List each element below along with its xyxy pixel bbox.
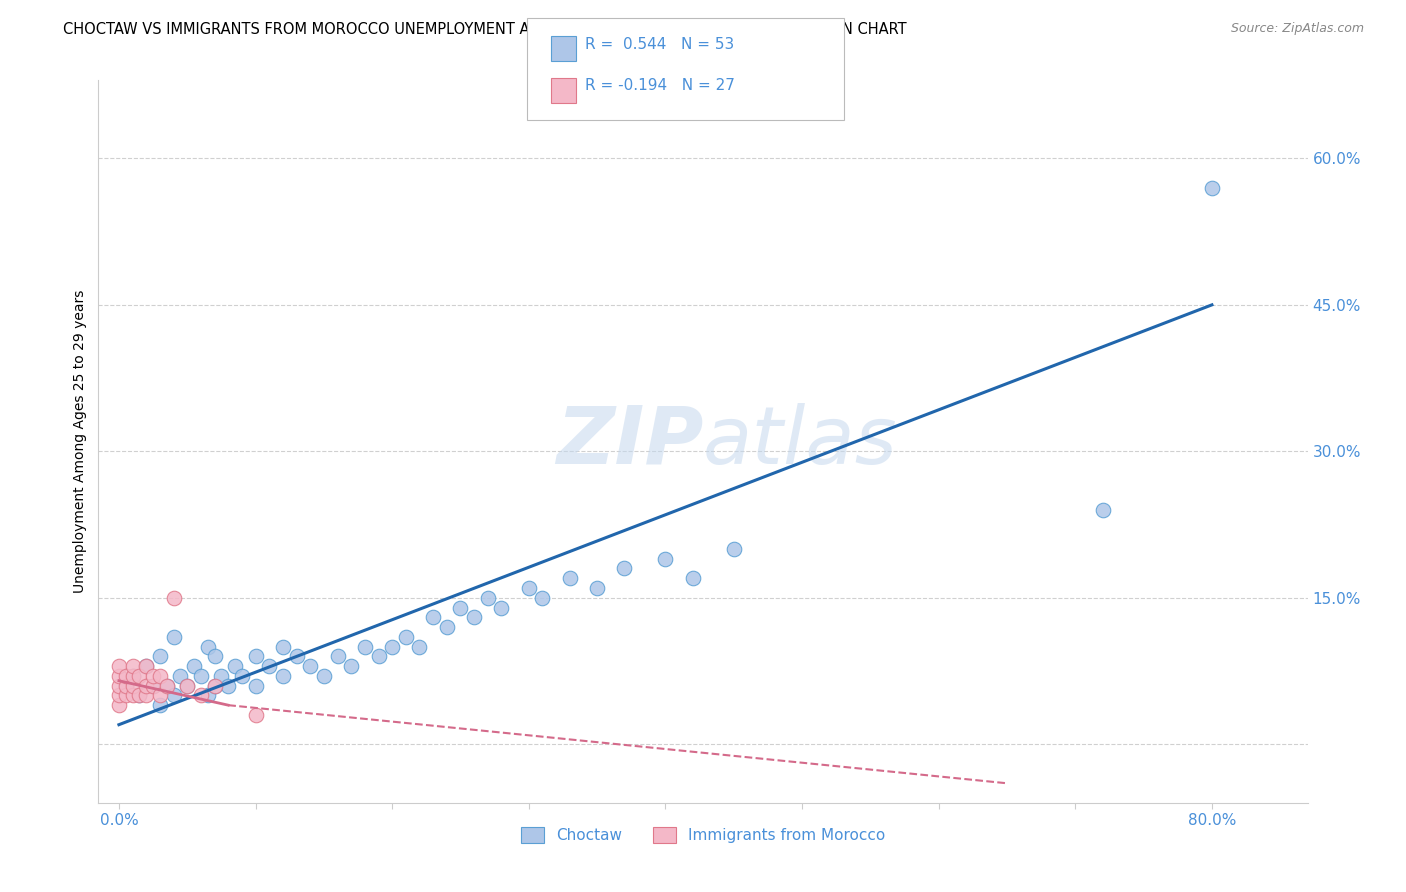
Point <box>128 689 150 703</box>
Point <box>682 571 704 585</box>
Point <box>121 679 143 693</box>
Point <box>128 689 150 703</box>
Point <box>149 649 172 664</box>
Point <box>531 591 554 605</box>
Point <box>204 679 226 693</box>
Point <box>176 679 198 693</box>
Point <box>114 679 136 693</box>
Point <box>204 649 226 664</box>
Point <box>245 707 267 722</box>
Point <box>326 649 349 664</box>
Point <box>299 659 322 673</box>
Point <box>558 571 581 585</box>
Point <box>381 640 404 654</box>
Point <box>586 581 609 595</box>
Point <box>108 689 131 703</box>
Text: CHOCTAW VS IMMIGRANTS FROM MOROCCO UNEMPLOYMENT AMONG AGES 25 TO 29 YEARS CORREL: CHOCTAW VS IMMIGRANTS FROM MOROCCO UNEMP… <box>63 22 907 37</box>
Legend: Choctaw, Immigrants from Morocco: Choctaw, Immigrants from Morocco <box>515 822 891 849</box>
Point <box>340 659 363 673</box>
Point <box>169 669 191 683</box>
Point <box>135 659 157 673</box>
Point <box>408 640 430 654</box>
Point <box>245 679 267 693</box>
Point <box>162 689 184 703</box>
Point <box>1091 503 1114 517</box>
Point <box>114 679 136 693</box>
Point <box>491 600 513 615</box>
Point <box>231 669 253 683</box>
Point <box>190 669 212 683</box>
Point <box>723 541 745 556</box>
Point <box>114 689 136 703</box>
Text: Source: ZipAtlas.com: Source: ZipAtlas.com <box>1230 22 1364 36</box>
Point <box>135 679 157 693</box>
Point <box>517 581 540 595</box>
Point <box>197 640 219 654</box>
Point <box>204 679 226 693</box>
Point <box>463 610 485 624</box>
Point <box>176 679 198 693</box>
Point <box>183 659 205 673</box>
Point <box>162 591 184 605</box>
Point <box>271 640 294 654</box>
Point <box>613 561 636 575</box>
Point <box>654 551 676 566</box>
Point <box>271 669 294 683</box>
Point <box>353 640 375 654</box>
Point <box>156 679 179 693</box>
Point <box>114 669 136 683</box>
Point <box>190 689 212 703</box>
Point <box>245 649 267 664</box>
Point <box>477 591 499 605</box>
Point <box>108 659 131 673</box>
Point <box>257 659 280 673</box>
Point <box>142 669 165 683</box>
Point <box>142 679 165 693</box>
Point <box>121 659 143 673</box>
Point <box>108 698 131 713</box>
Point <box>149 669 172 683</box>
Point <box>1201 180 1223 194</box>
Point <box>108 679 131 693</box>
Point <box>197 689 219 703</box>
Point <box>450 600 472 615</box>
Point <box>436 620 458 634</box>
Point <box>135 689 157 703</box>
Point <box>367 649 389 664</box>
Point <box>142 679 165 693</box>
Point <box>162 630 184 644</box>
Point <box>149 689 172 703</box>
Point <box>156 679 179 693</box>
Text: R =  0.544   N = 53: R = 0.544 N = 53 <box>585 37 734 53</box>
Point <box>135 659 157 673</box>
Text: atlas: atlas <box>703 402 898 481</box>
Point <box>395 630 418 644</box>
Point <box>285 649 308 664</box>
Point <box>121 669 143 683</box>
Point <box>108 669 131 683</box>
Point <box>224 659 246 673</box>
Text: ZIP: ZIP <box>555 402 703 481</box>
Point <box>312 669 335 683</box>
Point <box>217 679 239 693</box>
Point <box>121 669 143 683</box>
Point <box>128 669 150 683</box>
Point <box>121 689 143 703</box>
Y-axis label: Unemployment Among Ages 25 to 29 years: Unemployment Among Ages 25 to 29 years <box>73 290 87 593</box>
Text: R = -0.194   N = 27: R = -0.194 N = 27 <box>585 78 735 94</box>
Point <box>422 610 444 624</box>
Point <box>149 698 172 713</box>
Point <box>209 669 232 683</box>
